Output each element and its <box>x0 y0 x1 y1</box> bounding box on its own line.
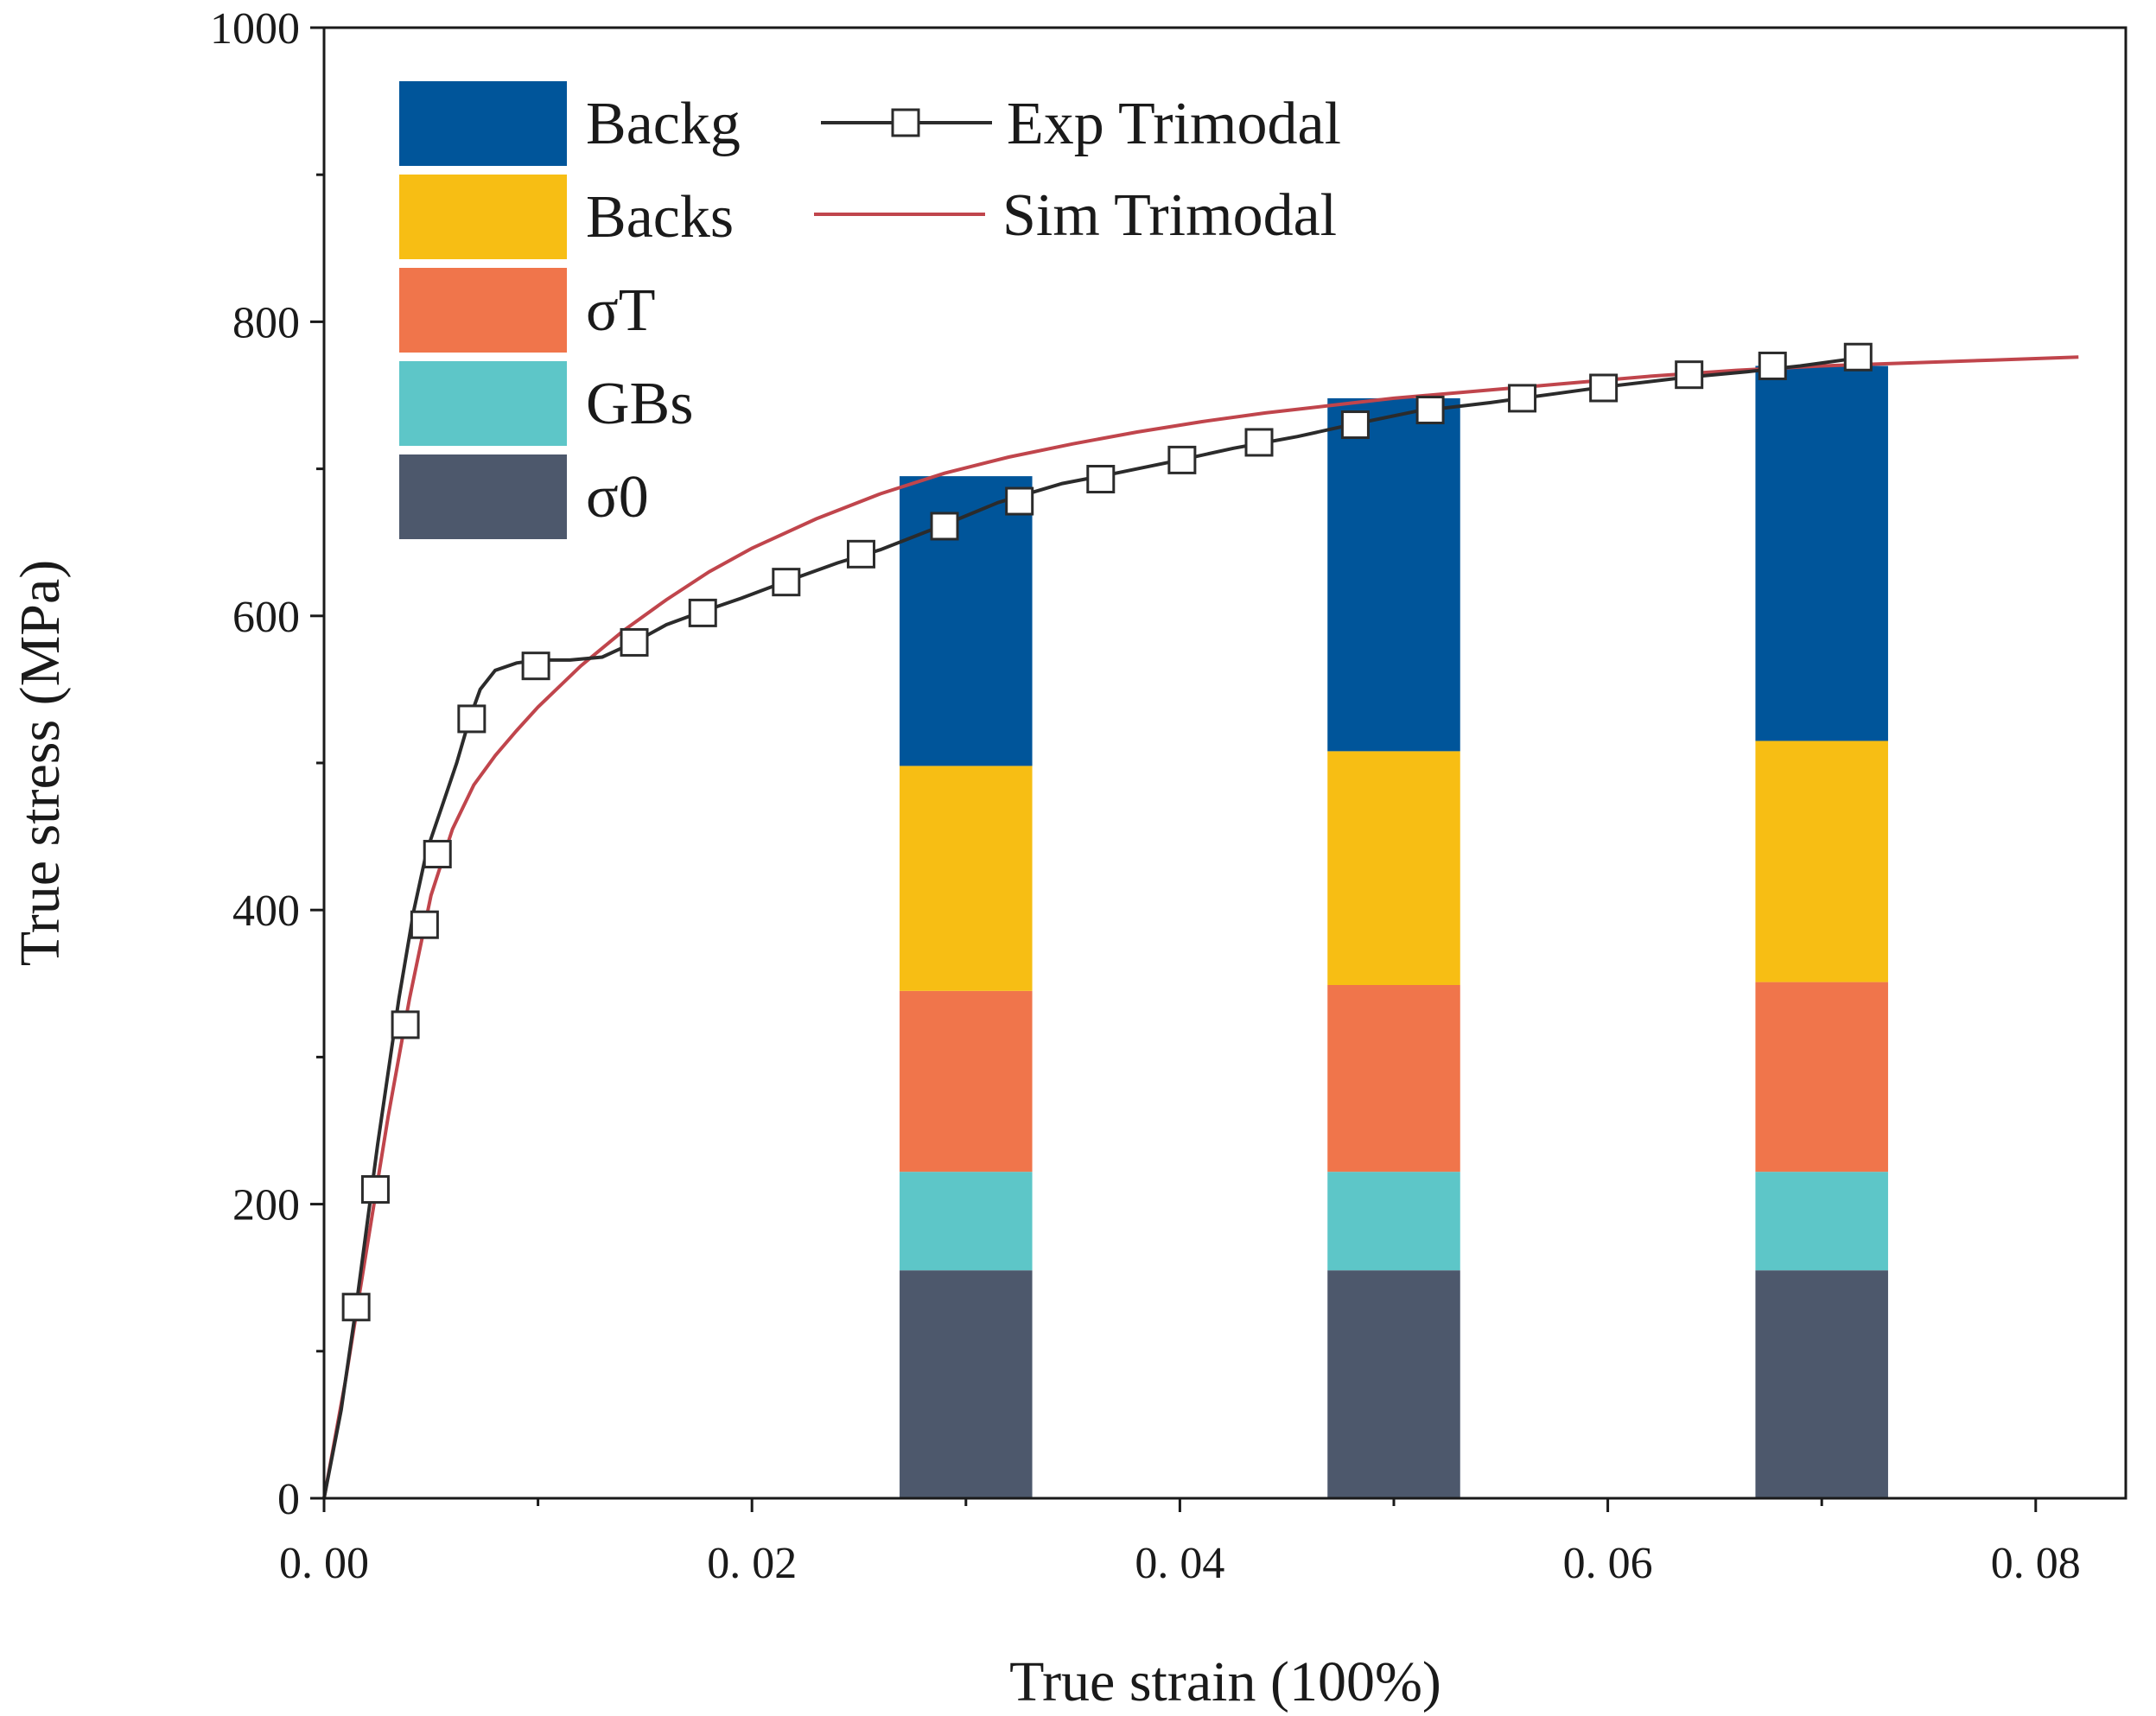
exp-marker-18 <box>1415 396 1445 425</box>
x-tick-label-0: 0. 00 <box>279 1539 369 1588</box>
exp-marker-21 <box>1675 360 1704 390</box>
legend-label-5: σ0 <box>586 464 649 531</box>
bar-2-segment-4 <box>1327 751 1460 986</box>
exp-marker-9 <box>688 598 717 627</box>
y-tick-label-3: 600 <box>232 593 300 642</box>
exp-marker-22 <box>1758 351 1787 380</box>
exp-marker-15 <box>1167 445 1197 474</box>
bar-1-segment-1 <box>900 1270 1033 1498</box>
x-tick-label-4: 0. 08 <box>1991 1539 2081 1588</box>
exp-marker-2 <box>360 1175 390 1204</box>
y-axis-title: True stress (MPa) <box>9 560 72 967</box>
bar-3-segment-5 <box>1755 365 1888 741</box>
exp-marker-23 <box>1843 342 1873 372</box>
legend-swatch-1 <box>399 81 567 166</box>
exp-marker-17 <box>1340 410 1370 440</box>
x-tick-label-1: 0. 02 <box>707 1539 797 1588</box>
legend-exp-label: Exp Trimodal <box>1007 91 1341 157</box>
legend-sim-label: Sim Trimodal <box>1002 182 1337 249</box>
exp-marker-5 <box>423 840 452 869</box>
exp-marker-20 <box>1589 373 1619 403</box>
bar-3-segment-1 <box>1755 1270 1888 1498</box>
legend-swatch-5 <box>399 454 567 539</box>
legend-label-3: σT <box>586 277 656 344</box>
exp-marker-11 <box>846 539 875 569</box>
exp-marker-1 <box>341 1293 371 1322</box>
bar-1-segment-3 <box>900 990 1033 1173</box>
ticks: 0 200 400 600 800 1000 0. 00 0. 02 0. 04 0. 06 0. … <box>210 4 2081 1588</box>
exp-marker-3 <box>391 1010 420 1039</box>
legend-label-4: GBs <box>586 371 693 437</box>
bar-2-segment-3 <box>1327 985 1460 1173</box>
exp-marker-7 <box>521 651 550 681</box>
bar-3-segment-4 <box>1755 740 1888 982</box>
legend-label-1: Backg <box>586 91 741 157</box>
exp-marker-13 <box>1005 486 1034 516</box>
exp-marker-6 <box>457 704 487 734</box>
y-tick-label-2: 400 <box>232 887 300 936</box>
exp-marker-14 <box>1086 465 1116 494</box>
exp-marker-8 <box>620 627 649 657</box>
stacked-bars <box>900 365 1888 1498</box>
y-tick-label-0: 0 <box>277 1475 300 1524</box>
bar-1-segment-5 <box>900 476 1033 766</box>
bar-3-segment-3 <box>1755 982 1888 1173</box>
legend-swatch-2 <box>399 175 567 259</box>
bar-2-segment-1 <box>1327 1270 1460 1498</box>
exp-trimodal-series <box>322 342 1873 1499</box>
x-tick-label-3: 0. 06 <box>1563 1539 1653 1588</box>
y-tick-label-5: 1000 <box>210 4 300 54</box>
exp-marker-10 <box>772 568 801 597</box>
legend-swatch-3 <box>399 268 567 353</box>
bar-1-segment-4 <box>900 766 1033 991</box>
y-tick-label-4: 800 <box>232 298 300 347</box>
legend-exp-marker <box>891 108 920 137</box>
bar-3-segment-2 <box>1755 1172 1888 1271</box>
exp-marker-4 <box>410 910 439 939</box>
bar-1-segment-2 <box>900 1172 1033 1271</box>
legend: Backg Backs σT GBs σ0 Exp Trimodal Sim Trimoda… <box>399 81 1341 539</box>
exp-marker-16 <box>1244 428 1274 457</box>
bar-2-segment-2 <box>1327 1172 1460 1271</box>
legend-label-2: Backs <box>586 184 734 251</box>
bar-2-segment-5 <box>1327 397 1460 752</box>
y-tick-label-1: 200 <box>232 1181 300 1230</box>
x-axis-title: True strain (100%) <box>1009 1650 1441 1713</box>
exp-marker-19 <box>1508 384 1537 413</box>
legend-swatch-4 <box>399 361 567 446</box>
x-tick-label-2: 0. 04 <box>1135 1539 1224 1588</box>
exp-marker-12 <box>930 512 959 541</box>
